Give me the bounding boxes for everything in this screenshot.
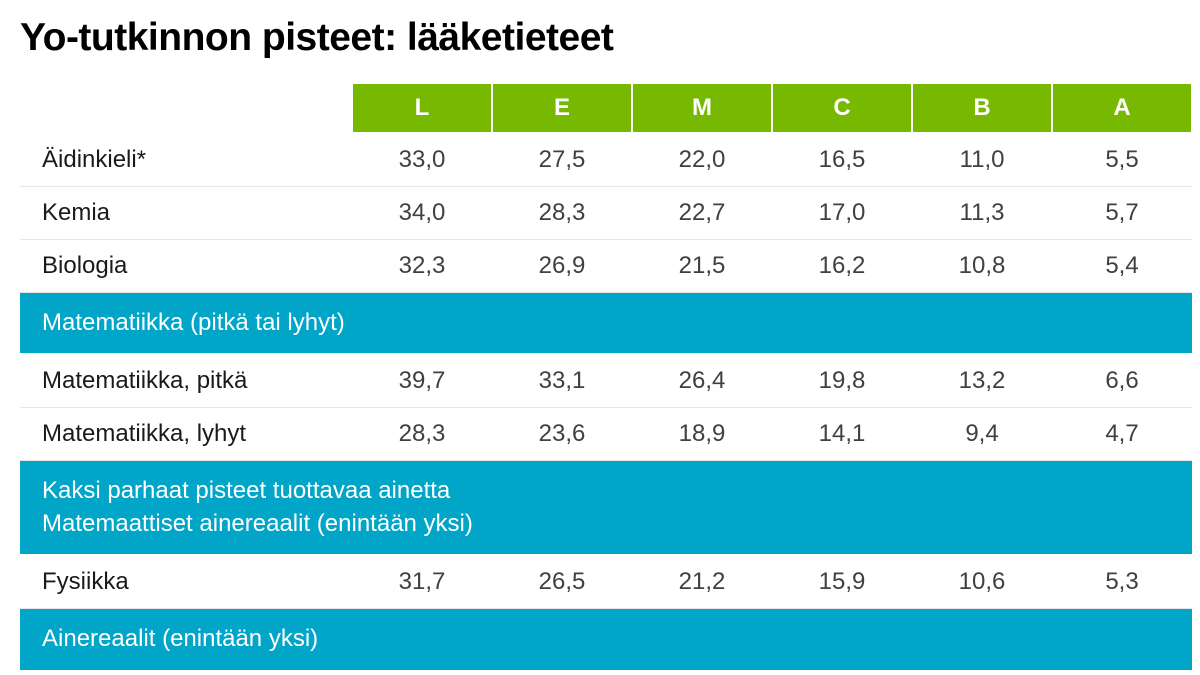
- grade-header: L: [352, 84, 492, 133]
- cell: 10,8: [912, 240, 1052, 293]
- table-row: Filosofia16,013,310,78,05,32,7: [20, 671, 1192, 675]
- grade-header: M: [632, 84, 772, 133]
- row-label: Äidinkieli*: [20, 133, 352, 187]
- cell: 13,3: [492, 671, 632, 675]
- cell: 17,0: [772, 187, 912, 240]
- row-label: Fysiikka: [20, 555, 352, 609]
- cell: 9,4: [912, 408, 1052, 461]
- cell: 34,0: [352, 187, 492, 240]
- section-row: Kaksi parhaat pisteet tuottavaa ainettaM…: [20, 461, 1192, 555]
- cell: 33,0: [352, 133, 492, 187]
- cell: 2,7: [1052, 671, 1192, 675]
- cell: 11,0: [912, 133, 1052, 187]
- cell: 5,4: [1052, 240, 1192, 293]
- cell: 21,2: [632, 555, 772, 609]
- cell: 6,6: [1052, 354, 1192, 408]
- row-label: Biologia: [20, 240, 352, 293]
- cell: 13,2: [912, 354, 1052, 408]
- cell: 8,0: [772, 671, 912, 675]
- grade-header: E: [492, 84, 632, 133]
- grade-header: A: [1052, 84, 1192, 133]
- cell: 21,5: [632, 240, 772, 293]
- section-label: Kaksi parhaat pisteet tuottavaa ainettaM…: [20, 461, 1192, 555]
- section-row: Ainereaalit (enintään yksi): [20, 609, 1192, 671]
- row-label: Matematiikka, pitkä: [20, 354, 352, 408]
- cell: 27,5: [492, 133, 632, 187]
- page-title: Yo-tutkinnon pisteet: lääketieteet: [20, 16, 1180, 60]
- cell: 10,7: [632, 671, 772, 675]
- table-row: Kemia34,028,322,717,011,35,7: [20, 187, 1192, 240]
- cell: 22,7: [632, 187, 772, 240]
- cell: 28,3: [352, 408, 492, 461]
- grade-header: B: [912, 84, 1052, 133]
- table-row: Äidinkieli*33,027,522,016,511,05,5: [20, 133, 1192, 187]
- cell: 5,3: [1052, 555, 1192, 609]
- cell: 28,3: [492, 187, 632, 240]
- row-label: Kemia: [20, 187, 352, 240]
- cell: 16,5: [772, 133, 912, 187]
- cell: 39,7: [352, 354, 492, 408]
- cell: 19,8: [772, 354, 912, 408]
- cell: 23,6: [492, 408, 632, 461]
- cell: 15,9: [772, 555, 912, 609]
- header-blank: [20, 84, 352, 133]
- table-row: Matematiikka, pitkä39,733,126,419,813,26…: [20, 354, 1192, 408]
- row-label: Filosofia: [20, 671, 352, 675]
- section-label: Ainereaalit (enintään yksi): [20, 609, 1192, 671]
- table-body: Äidinkieli*33,027,522,016,511,05,5Kemia3…: [20, 133, 1192, 675]
- table-row: Fysiikka31,726,521,215,910,65,3: [20, 555, 1192, 609]
- cell: 16,0: [352, 671, 492, 675]
- cell: 26,9: [492, 240, 632, 293]
- cell: 5,5: [1052, 133, 1192, 187]
- cell: 11,3: [912, 187, 1052, 240]
- grade-header: C: [772, 84, 912, 133]
- header-row: L E M C B A: [20, 84, 1192, 133]
- cell: 33,1: [492, 354, 632, 408]
- cell: 5,3: [912, 671, 1052, 675]
- page-container: Yo-tutkinnon pisteet: lääketieteet L E M…: [0, 0, 1200, 675]
- row-label: Matematiikka, lyhyt: [20, 408, 352, 461]
- table-row: Biologia32,326,921,516,210,85,4: [20, 240, 1192, 293]
- cell: 14,1: [772, 408, 912, 461]
- section-label: Matematiikka (pitkä tai lyhyt): [20, 293, 1192, 355]
- cell: 26,5: [492, 555, 632, 609]
- section-row: Matematiikka (pitkä tai lyhyt): [20, 293, 1192, 355]
- table-row: Matematiikka, lyhyt28,323,618,914,19,44,…: [20, 408, 1192, 461]
- cell: 26,4: [632, 354, 772, 408]
- scores-table: L E M C B A Äidinkieli*33,027,522,016,51…: [20, 84, 1193, 675]
- cell: 32,3: [352, 240, 492, 293]
- cell: 4,7: [1052, 408, 1192, 461]
- cell: 16,2: [772, 240, 912, 293]
- cell: 18,9: [632, 408, 772, 461]
- cell: 10,6: [912, 555, 1052, 609]
- cell: 5,7: [1052, 187, 1192, 240]
- cell: 22,0: [632, 133, 772, 187]
- cell: 31,7: [352, 555, 492, 609]
